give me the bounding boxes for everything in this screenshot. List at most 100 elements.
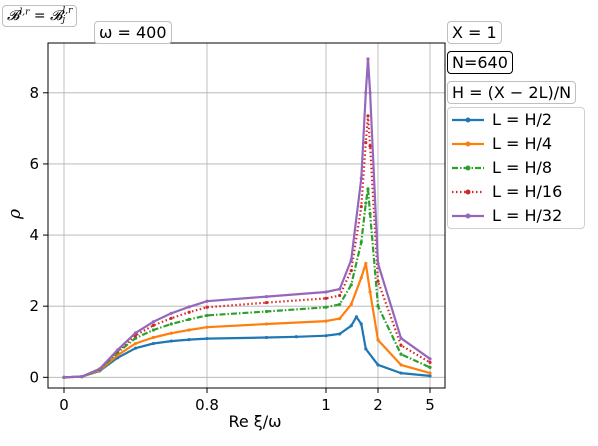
x-param-label: X = 1 [447,21,502,44]
data-point [359,322,363,326]
y-tick-label: 8 [29,84,39,102]
data-point [428,374,432,378]
data-point [338,293,342,298]
data-point [187,305,191,309]
data-point [205,305,209,309]
data-point [376,304,380,308]
title-rhs: 𝓑 [50,8,63,24]
data-point [133,346,138,350]
title-lhs-sup: l,r [19,7,30,18]
data-point [338,287,342,291]
data-point [169,316,173,320]
data-point [169,339,173,343]
data-point [98,367,102,371]
y-tick-label: 2 [29,297,39,315]
data-point [349,258,353,262]
title-rhs-sub: j [62,15,66,25]
data-point [151,320,155,324]
series-line [63,187,431,379]
data-point [366,57,370,61]
series-line [63,315,431,379]
data-point [359,240,363,244]
data-point [399,336,403,340]
data-point [354,315,359,319]
data-point [349,324,353,328]
legend-swatch [452,213,484,219]
legend-label: L = H/32 [492,206,563,225]
data-point [366,187,370,191]
data-point [364,347,368,351]
legend-swatch [452,117,484,123]
data-point [116,348,120,352]
x-ticks: 0 0.8 1 2 5 [59,388,435,414]
legend-item: L = H/16 [448,180,584,204]
series-1 [62,315,432,379]
series-5 [62,57,432,379]
series-line [63,114,431,379]
data-point [294,335,298,339]
data-point [324,290,328,294]
data-point [366,114,370,118]
data-point [349,269,353,273]
data-point [364,91,368,95]
data-point [187,310,191,314]
legend-label: L = H/16 [492,182,563,201]
legend-label: L = H/2 [492,110,553,129]
data-point [359,205,363,209]
x-tick-label: 0.8 [195,396,219,414]
data-point [368,91,372,95]
title-rhs-sup: l,r [62,6,73,16]
legend-item: L = H/32 [448,204,584,228]
data-point [205,299,209,303]
y-ticks: 0 2 4 6 8 [29,84,48,386]
data-point [151,328,155,332]
data-point [324,305,328,309]
y-tick-label: 6 [29,155,39,173]
data-point [376,261,380,266]
series-line [63,57,431,379]
data-point [368,144,372,148]
title-lhs: 𝓑 [7,8,20,24]
title-eq: = [33,8,46,24]
data-point [169,322,173,326]
data-point [205,313,209,318]
data-point [187,317,191,321]
data-point [169,311,173,315]
data-point [359,176,363,180]
data-point [80,375,84,379]
data-point [169,331,173,335]
data-point [376,279,380,283]
data-point [205,336,209,341]
data-point [349,302,353,307]
y-tick-label: 4 [29,226,39,244]
data-point [324,319,328,323]
data-point [133,341,138,346]
data-point [368,212,372,216]
data-point [349,283,353,287]
data-point [364,201,368,205]
data-point [338,317,342,321]
legend: L = H/2 L = H/4 L = H/8 L = H/16 L = H/32 [447,107,585,229]
y-tick-label: 0 [29,368,39,386]
data-point [399,352,403,356]
data-point [359,276,363,280]
data-point [428,371,432,375]
legend-swatch [452,165,484,171]
n-param-label: N=640 [447,51,513,74]
data-point [338,302,342,307]
legend-item: L = H/8 [448,156,584,180]
data-point [62,375,66,379]
data-point [428,365,432,369]
data-point [324,296,328,300]
data-point [338,332,342,336]
legend-item: L = H/4 [448,132,584,156]
data-point [399,363,403,367]
data-point [264,294,269,299]
data-point [364,140,368,145]
data-point [187,328,191,332]
data-point [376,338,380,342]
legend-item: L = H/2 [448,108,584,132]
data-point [264,301,269,305]
data-point [428,360,432,364]
